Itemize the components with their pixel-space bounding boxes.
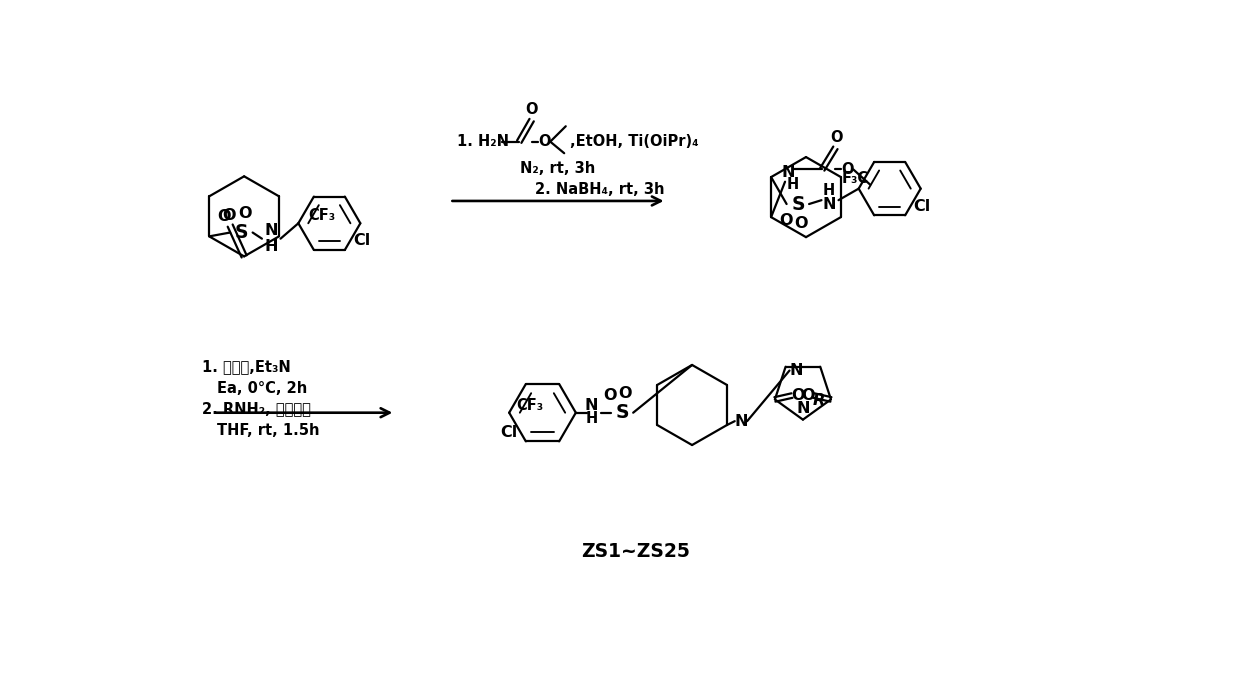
Text: R: R (812, 393, 825, 408)
Text: O: O (795, 216, 808, 231)
Text: N: N (584, 398, 598, 413)
Text: O: O (217, 209, 231, 224)
Text: O: O (791, 388, 805, 403)
Text: Cl: Cl (914, 199, 931, 214)
Text: F₃C: F₃C (841, 171, 868, 186)
Text: 1. 三光气,Et₃N: 1. 三光气,Et₃N (201, 359, 290, 374)
Text: O: O (538, 134, 551, 149)
Text: 1. H₂N: 1. H₂N (458, 134, 510, 149)
Text: N: N (790, 363, 804, 378)
Text: Ea, 0°C, 2h: Ea, 0°C, 2h (217, 381, 308, 396)
Text: O: O (779, 214, 792, 228)
Text: O: O (223, 208, 236, 223)
Text: O: O (526, 102, 538, 117)
Text: N: N (822, 197, 836, 211)
Text: N: N (264, 224, 278, 239)
Text: N: N (796, 401, 810, 416)
Text: O: O (801, 388, 815, 403)
Text: S: S (236, 223, 248, 242)
Text: H: H (585, 411, 598, 426)
Text: N: N (781, 165, 795, 180)
Text: THF, rt, 1.5h: THF, rt, 1.5h (217, 423, 320, 438)
Text: H: H (786, 177, 799, 192)
Text: CF₃: CF₃ (308, 208, 335, 223)
Text: S: S (791, 194, 805, 214)
Text: O: O (238, 206, 252, 221)
Text: S: S (615, 403, 629, 422)
Text: H: H (264, 239, 278, 254)
Text: ZS1~ZS25: ZS1~ZS25 (582, 542, 689, 561)
Text: O: O (830, 129, 842, 145)
Text: O: O (841, 162, 853, 177)
Text: Cl: Cl (353, 233, 371, 248)
Text: N₂, rt, 3h: N₂, rt, 3h (521, 161, 595, 176)
Text: 2. NaBH₄, rt, 3h: 2. NaBH₄, rt, 3h (534, 182, 665, 197)
Text: O: O (619, 386, 632, 401)
Text: Cl: Cl (500, 424, 517, 440)
Text: O: O (603, 388, 616, 403)
Text: 2. RNH₂, 叔丁醇钒: 2. RNH₂, 叔丁醇钒 (201, 401, 310, 416)
Text: H: H (823, 184, 836, 199)
Text: ,EtOH, Ti(OiPr)₄: ,EtOH, Ti(OiPr)₄ (569, 134, 698, 149)
Text: CF₃: CF₃ (516, 398, 543, 413)
Text: N: N (734, 413, 748, 428)
